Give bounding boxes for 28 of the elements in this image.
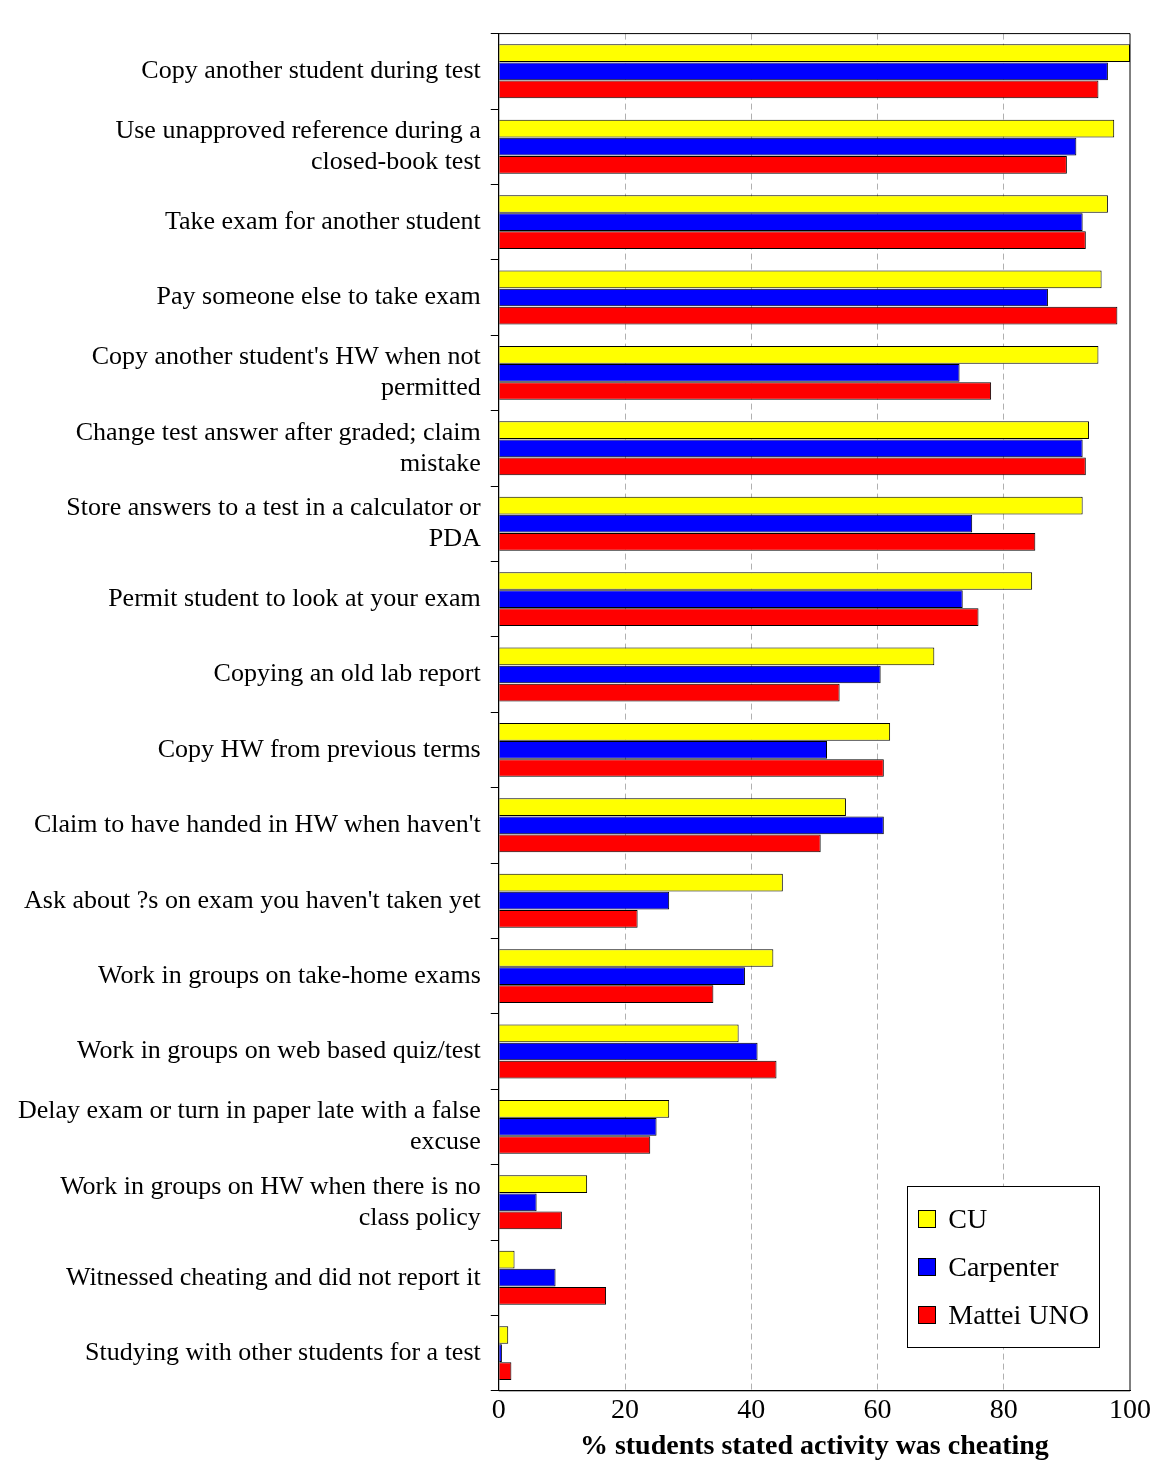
x-axis-title: % students stated activity was cheating (579, 1429, 1049, 1461)
y-tick-label: Copy another student during test (141, 55, 482, 85)
y-tick-label: Copy HW from previous terms (157, 733, 481, 763)
x-tick-label: 60 (863, 1392, 892, 1424)
y-tick-label: Work in groups on HW when there is no class policy (60, 1170, 481, 1231)
y-tick-label: Use unapproved reference during a closed-book test (115, 114, 482, 176)
y-tick-label: Studying with other students for a test (85, 1336, 482, 1366)
y-tick-label: Pay someone else to take exam (156, 281, 481, 311)
legend-label: CU (948, 1203, 988, 1235)
x-tick-label: 40 (737, 1392, 766, 1424)
y-tick-label: Permit student to look at your exam (108, 582, 481, 612)
legend-label: Mattei UNO (948, 1299, 1089, 1331)
y-tick-label: Delay exam or turn in paper late with a false excuse (17, 1095, 481, 1156)
y-tick-label: Work in groups on take-home exams (97, 959, 481, 989)
y-tick-label: Copy another student's HW when not permitted (91, 341, 482, 402)
legend-label: Carpenter (948, 1251, 1059, 1283)
y-tick-label: Witnessed cheating and did not report it (65, 1261, 482, 1291)
y-tick-label: Work in groups on web based quiz/test (77, 1035, 482, 1065)
y-tick-label: Take exam for another student (164, 205, 482, 235)
x-tick-label: 80 (989, 1392, 1018, 1424)
y-tick-label: Copying an old lab report (213, 658, 482, 688)
x-tick-label: 0 (491, 1392, 506, 1424)
y-tick-label: Claim to have handed in HW when haven't (33, 809, 482, 839)
y-tick-label: Change test answer after graded; claim mistake (75, 416, 481, 477)
x-tick-label: 100 (1109, 1392, 1151, 1424)
x-tick-label: 20 (611, 1392, 640, 1424)
y-tick-label: Ask about ?s on exam you haven't taken yet (24, 884, 482, 914)
y-tick-label: Store answers to a test in a calculator or PDA (66, 491, 482, 553)
